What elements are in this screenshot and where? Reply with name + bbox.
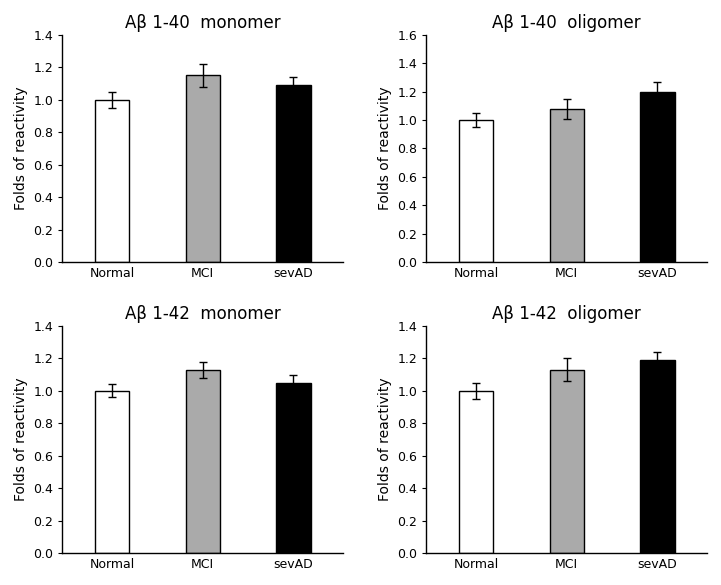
Bar xyxy=(276,85,311,262)
Title: Aβ 1-40  oligomer: Aβ 1-40 oligomer xyxy=(492,14,641,32)
Title: Aβ 1-42  oligomer: Aβ 1-42 oligomer xyxy=(492,305,641,323)
Bar xyxy=(459,120,493,262)
Title: Aβ 1-40  monomer: Aβ 1-40 monomer xyxy=(125,14,280,32)
Y-axis label: Folds of reactivity: Folds of reactivity xyxy=(14,87,28,210)
Bar xyxy=(95,100,130,262)
Bar xyxy=(640,92,675,262)
Bar xyxy=(185,370,220,553)
Title: Aβ 1-42  monomer: Aβ 1-42 monomer xyxy=(125,305,280,323)
Y-axis label: Folds of reactivity: Folds of reactivity xyxy=(14,378,28,501)
Bar xyxy=(95,391,130,553)
Bar xyxy=(459,391,493,553)
Bar xyxy=(185,75,220,262)
Y-axis label: Folds of reactivity: Folds of reactivity xyxy=(378,378,392,501)
Bar xyxy=(549,370,584,553)
Y-axis label: Folds of reactivity: Folds of reactivity xyxy=(378,87,392,210)
Bar xyxy=(640,360,675,553)
Bar xyxy=(549,109,584,262)
Bar xyxy=(276,383,311,553)
